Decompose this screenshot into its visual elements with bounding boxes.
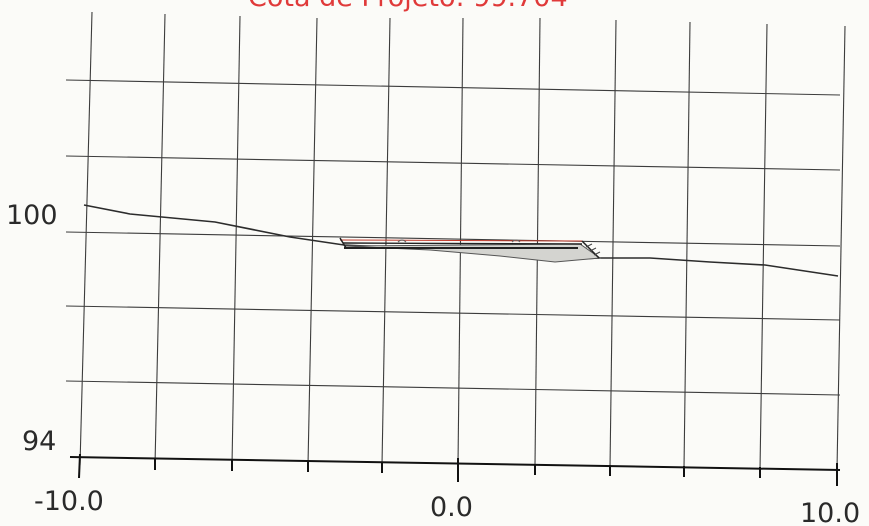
pavement-line bbox=[342, 242, 583, 245]
grid-line-v11 bbox=[836, 25, 846, 471]
left-slope bbox=[339, 237, 347, 249]
grid-line-v6 bbox=[457, 17, 464, 466]
grid-line-h4 bbox=[65, 305, 841, 321]
slope-hatch bbox=[585, 243, 601, 256]
grid-line-v4 bbox=[307, 17, 318, 466]
grid-line-v3 bbox=[231, 15, 241, 466]
grid-line-v5 bbox=[381, 17, 391, 466]
grid-line-v1 bbox=[79, 11, 93, 466]
platform-marks bbox=[397, 239, 521, 243]
grid-line-v9 bbox=[683, 21, 691, 469]
grid-line-h1 bbox=[65, 79, 841, 96]
x-axis-line bbox=[69, 456, 841, 471]
vertical-grid bbox=[79, 11, 846, 471]
grid-line-h5 bbox=[65, 380, 841, 396]
x-tick bbox=[78, 453, 81, 479]
y-tick-label-94: 94 bbox=[22, 426, 56, 457]
horizontal-grid bbox=[65, 79, 841, 396]
x-tick-label-10: 10.0 bbox=[800, 498, 860, 526]
grid-line-h3 bbox=[65, 231, 841, 247]
fill-area bbox=[344, 243, 602, 263]
road-platform bbox=[339, 237, 601, 259]
x-tick-label-0: 0.0 bbox=[430, 492, 473, 523]
drawing-title: Cota de Projeto: 99.704 bbox=[248, 0, 568, 13]
grid-line-v10 bbox=[759, 23, 768, 471]
y-tick-label-100: 100 bbox=[6, 200, 58, 231]
grid-line-v2 bbox=[154, 13, 166, 466]
grid-line-v8 bbox=[609, 19, 617, 469]
x-tick-label-neg10: -10.0 bbox=[34, 486, 104, 517]
grid-line-h2 bbox=[65, 155, 841, 171]
design-top-line bbox=[339, 239, 583, 242]
right-slope bbox=[581, 240, 600, 259]
grid-line-v7 bbox=[534, 17, 541, 466]
x-axis-ticks bbox=[78, 453, 838, 486]
